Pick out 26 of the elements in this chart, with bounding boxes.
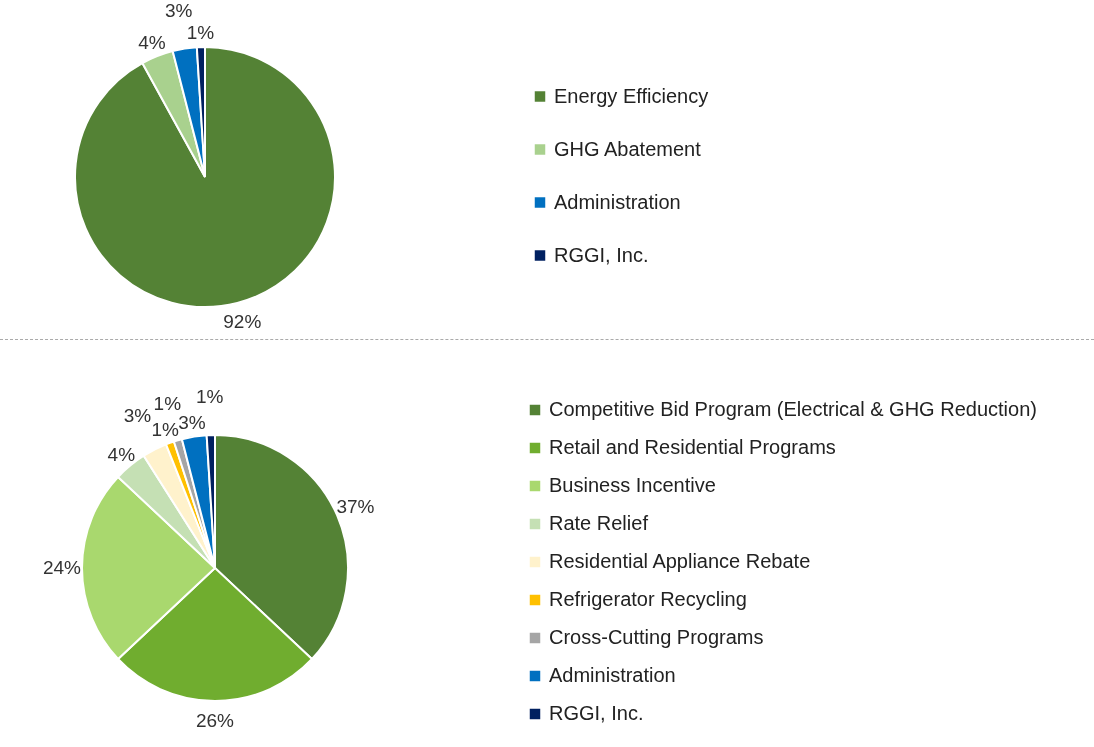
data-label: 1% bbox=[195, 386, 224, 408]
legend-label: Cross-Cutting Programs bbox=[549, 626, 764, 648]
data-label: 1% bbox=[153, 392, 182, 414]
legend-label: RGGI, Inc. bbox=[554, 243, 649, 266]
legend-label: Competitive Bid Program (Electrical & GHG Reduction) bbox=[549, 398, 1037, 420]
data-label: 1% bbox=[186, 22, 215, 44]
data-label: 3% bbox=[123, 404, 152, 426]
legend-label: Administration bbox=[549, 664, 676, 686]
legend-label: Retail and Residential Programs bbox=[549, 436, 836, 458]
data-label: 4% bbox=[107, 443, 136, 465]
legend-label: Energy Efficiency bbox=[554, 84, 709, 107]
legend-label: GHG Abatement bbox=[554, 137, 702, 160]
data-label: 3% bbox=[178, 411, 206, 433]
legend-label: Rate Relief bbox=[549, 512, 649, 534]
legend-label: Refrigerator Recycling bbox=[549, 588, 747, 610]
legend-label: Residential Appliance Rebate bbox=[549, 550, 811, 572]
data-label: 26% bbox=[195, 710, 235, 731]
data-label: 3% bbox=[164, 0, 193, 22]
data-label: 92% bbox=[223, 311, 262, 333]
legend-label: Administration bbox=[554, 190, 681, 213]
legend-label: RGGI, Inc. bbox=[549, 702, 644, 724]
data-label: 37% bbox=[336, 496, 375, 518]
data-label: 1% bbox=[151, 418, 180, 440]
data-label: 4% bbox=[138, 32, 166, 54]
data-label: 24% bbox=[42, 557, 82, 578]
legend-label: Business Incentive bbox=[549, 474, 716, 496]
